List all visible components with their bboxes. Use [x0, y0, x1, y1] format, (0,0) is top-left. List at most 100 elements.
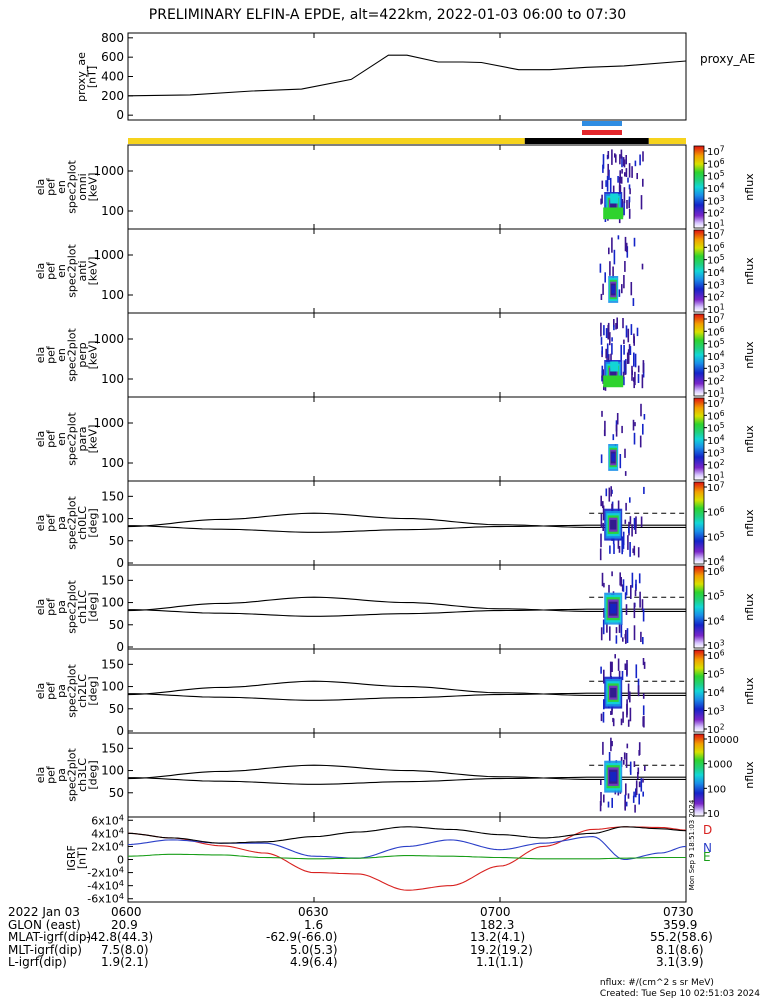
proxy-ae-ytick-label: 800 — [101, 31, 124, 45]
spec-ytick-label: 100 — [101, 512, 124, 526]
ylabel-line: [deg] — [86, 508, 99, 537]
spectrogram-streak — [630, 585, 632, 599]
colorbar-label: nflux — [743, 593, 756, 621]
spectrogram-streak — [621, 169, 623, 174]
spectrogram-streak — [604, 272, 606, 283]
spectrogram-streak — [606, 343, 609, 358]
spectrogram-streak — [633, 602, 636, 619]
spectrogram-streak — [632, 548, 634, 553]
spec-panel-frame — [127, 396, 687, 482]
spec-ytick-label: 1000 — [93, 332, 124, 346]
spectrogram-streak — [600, 495, 602, 507]
spectrogram-streak — [630, 324, 633, 335]
spectrogram-streak — [625, 168, 628, 177]
spectrogram-streak — [634, 590, 637, 597]
spectrogram-streak — [629, 767, 632, 773]
spectrogram-streak — [643, 486, 645, 494]
colorbar-tick-label: 107 — [707, 397, 725, 411]
spectrogram-streak — [600, 454, 603, 464]
spectrogram-streak — [634, 804, 636, 813]
spectrogram-streak — [623, 377, 625, 386]
ylabel-line: [keV] — [86, 425, 99, 454]
ylabel-line: ela — [34, 683, 47, 700]
spec-ytick-label: 1000 — [93, 248, 124, 262]
orbit-cell: 1.6 — [304, 917, 324, 932]
side-timestamp: Mon Sep 9 18:51:03 2024 — [688, 799, 696, 890]
ylabel-line: ela — [34, 515, 47, 532]
spectrogram-streak — [642, 658, 645, 666]
spectrogram-streak — [600, 198, 602, 205]
colorbar-tick-label: 104 — [707, 686, 725, 700]
orbit-label-mlat: MLAT-igrf(dip) — [8, 930, 92, 944]
colorbar-tick-label: 106 — [707, 325, 725, 339]
spectrogram-streak — [637, 685, 640, 697]
igrf-ytick-label: 2x104 — [91, 839, 124, 854]
spectrogram-streak — [613, 319, 615, 328]
status-bar-yellow — [128, 138, 525, 144]
orbit-time-0730: 0730 — [663, 905, 694, 919]
spectrogram-streak — [600, 322, 602, 337]
spectrogram-streak — [600, 293, 603, 300]
colorbar-tick-label: 1000 — [707, 760, 732, 771]
plot-title: PRELIMINARY ELFIN-A EPDE, alt=422km, 202… — [148, 7, 627, 23]
spectrogram-streak — [633, 761, 636, 767]
spectrogram-streak — [625, 604, 628, 615]
proxy-ae-ytick-label: 400 — [101, 70, 124, 84]
spectrogram-streak — [605, 348, 607, 359]
proxy-ae-ytick-label: 600 — [101, 50, 124, 64]
spectrogram-streak — [620, 623, 623, 638]
spectrogram-streak — [629, 542, 631, 557]
spectrogram-streak — [599, 263, 602, 273]
spectrogram-streak — [621, 536, 624, 552]
spectrogram-streak — [633, 625, 636, 641]
spectrogram-streak — [612, 434, 615, 441]
spectrogram-streak — [616, 413, 619, 425]
spec-ytick-label: 50 — [109, 534, 124, 548]
spectrogram-core — [611, 285, 615, 294]
spectrogram-streak — [604, 420, 606, 437]
spectrogram-streak — [600, 514, 603, 528]
spectrogram-streak — [628, 526, 630, 533]
spectrogram-streak — [623, 360, 626, 373]
colorbar-tick-label: 105 — [707, 589, 725, 603]
spectrogram-streak — [633, 237, 636, 247]
spectrogram-streak — [635, 579, 637, 590]
spectrogram-streak — [627, 349, 630, 364]
spectrogram-streak — [612, 717, 614, 723]
spectrogram-streak — [606, 617, 608, 633]
spec-ytick-label: 100 — [101, 596, 124, 610]
spectrogram-cyan — [610, 361, 619, 372]
spectrogram-streak — [642, 423, 644, 435]
spectrogram-streak — [607, 324, 609, 340]
spectrogram-streak — [623, 752, 626, 760]
spectrogram-green — [603, 375, 624, 388]
loss-cone-trace — [127, 512, 686, 528]
spectrogram-streak — [640, 631, 642, 642]
spectrogram-streak — [639, 435, 642, 448]
igrf-ytick-label: -6x104 — [87, 891, 124, 906]
orbit-time-0630: 0630 — [298, 905, 329, 919]
colorbar-tick-label: 10 — [707, 809, 720, 820]
colorbar-tick-label: 104 — [707, 182, 725, 196]
spectrogram-streak — [642, 178, 644, 187]
colorbar-tick-label: 105 — [707, 667, 725, 681]
colorbar-tick-label: 101 — [707, 387, 725, 401]
spec-ytick-label: 100 — [101, 372, 124, 386]
spectrogram-streak — [618, 621, 621, 633]
spectrogram-streak — [613, 324, 615, 331]
orbit-label-l: L-igrf(dip) — [8, 955, 67, 969]
spectrogram-streak — [612, 537, 615, 545]
spectrogram-streak — [631, 370, 633, 375]
ylabel-line: pef — [44, 429, 57, 448]
spectrogram-streak — [633, 791, 635, 798]
spectrogram-streak — [621, 199, 624, 212]
spectrogram-streak — [637, 547, 640, 558]
spectrogram-streak — [640, 516, 643, 528]
ylabel-line: spec2plot — [65, 496, 78, 550]
spectrogram-streak — [617, 500, 620, 512]
spectrogram-streak — [633, 333, 635, 344]
spectrogram-streak — [628, 196, 631, 203]
spectrogram-streak — [621, 671, 624, 681]
